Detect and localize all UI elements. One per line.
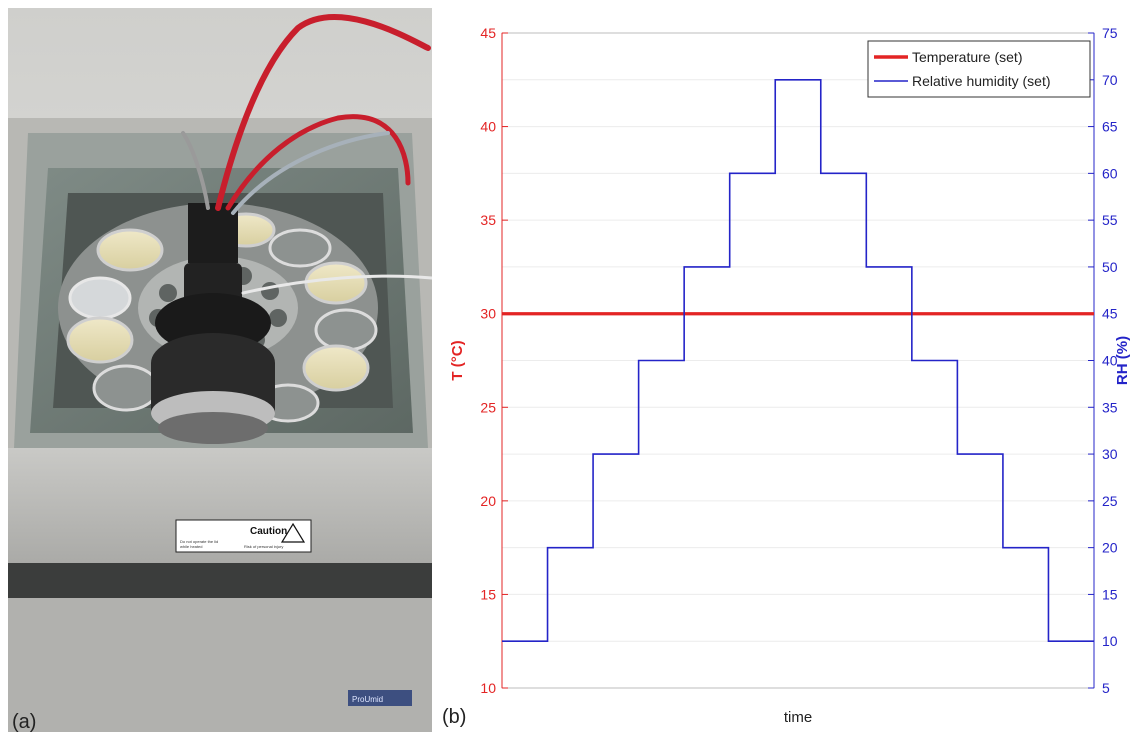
right-tick-label: 60 [1102,165,1118,181]
left-tick-label: 35 [480,212,496,228]
left-tick-label: 15 [480,586,496,602]
right-tick-label: 40 [1102,353,1118,369]
right-tick-label: 20 [1102,540,1118,556]
photo-panel: Caution Do not operate the lid while hea… [8,8,434,733]
right-tick-label: 15 [1102,586,1118,602]
humidity-series-line [502,78,1094,643]
caution-title: Caution [250,526,287,537]
brand-badge [348,690,412,706]
left-tick-label: 25 [480,399,496,415]
right-tick-label: 25 [1102,493,1118,509]
right-axis: 5 10 15 20 25 30 35 40 45 50 55 60 65 70 75 [1088,25,1118,696]
caution-label: Caution Do not operate the lid while hea… [175,519,312,553]
right-tick-label: 75 [1102,25,1118,41]
right-tick-label: 50 [1102,259,1118,275]
caution-line-3: Risk of personal injury [244,544,283,549]
left-tick-label: 30 [480,306,496,322]
right-tick-label: 35 [1102,399,1118,415]
cables [181,14,434,295]
left-axis: 10 15 20 25 30 35 40 45 [480,25,508,696]
camera-assembly [151,203,275,444]
right-tick-label: 70 [1102,72,1118,88]
caution-line-2: while heated [180,544,202,549]
left-tick-label: 40 [480,119,496,135]
right-tick-label: 55 [1102,212,1118,228]
legend-entry: Temperature (set) [912,49,1022,65]
chart-panel: 10 15 20 25 30 35 40 45 5 10 15 20 25 30 35 40 45 50 55 60… [432,0,1142,740]
legend-entry: Relative humidity (set) [912,73,1051,89]
y-right-label: RH (%) [1114,336,1131,385]
series [502,78,1094,643]
grid [502,32,1094,689]
right-tick-label: 5 [1102,680,1110,696]
right-tick-label: 45 [1102,306,1118,322]
x-axis-label: time [784,709,812,726]
caution-line-1: Do not operate the lid [180,539,218,544]
left-tick-label: 10 [480,680,496,696]
setpoint-chart: 10 15 20 25 30 35 40 45 5 10 15 20 25 30 35 40 45 50 55 60… [442,25,1131,728]
right-tick-label: 10 [1102,633,1118,649]
chamber-front-lower [8,598,432,732]
legend-box [867,40,1091,98]
right-tick-label: 65 [1102,119,1118,135]
chamber-seam [8,563,432,603]
warning-icon [280,522,306,543]
right-tick-label: 30 [1102,446,1118,462]
y-left-label: T (°C) [449,340,466,380]
left-tick-label: 45 [480,25,496,41]
legend: Temperature (set) Relative humidity (set) [867,40,1091,98]
left-tick-label: 20 [480,493,496,509]
panel-label-b: (b) [442,706,466,728]
panel-label-a: (a) [12,711,36,732]
chamber-photo: Caution Do not operate the lid while hea… [8,8,434,733]
brand-text: ProUmid [352,695,383,704]
